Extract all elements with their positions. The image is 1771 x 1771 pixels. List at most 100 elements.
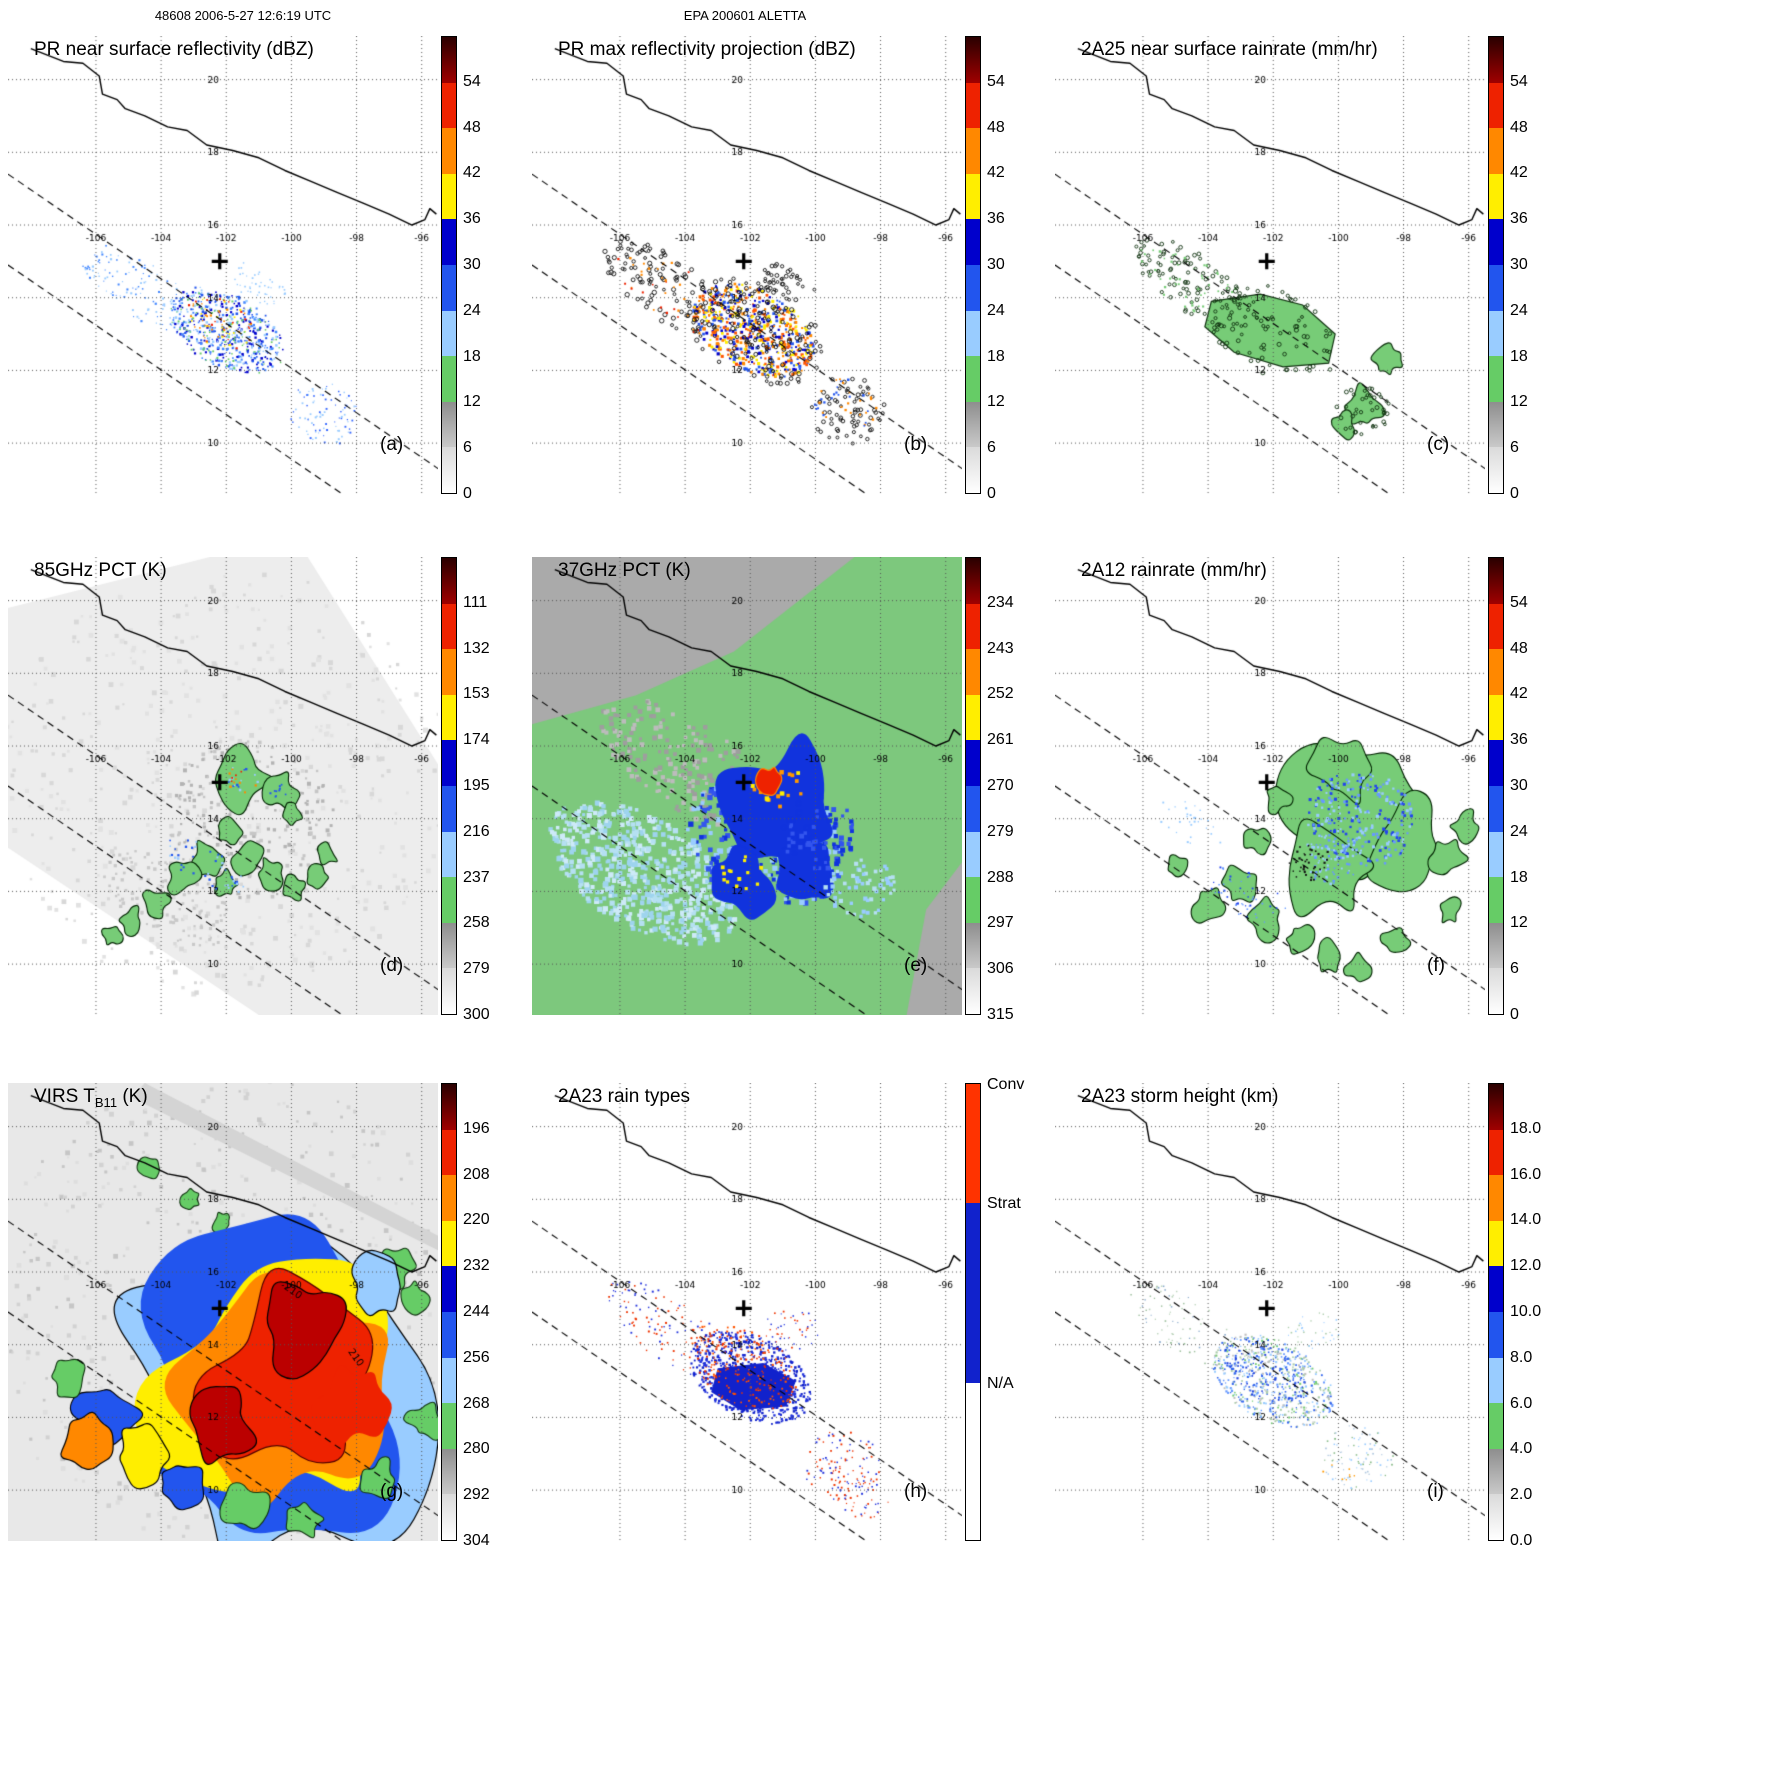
colorbar-tick-c-3: 36 bbox=[1510, 210, 1528, 228]
colorbar-segment bbox=[966, 603, 980, 650]
title-text: VIRS T bbox=[34, 1086, 95, 1107]
colorbar-tick-c-5: 24 bbox=[1510, 301, 1528, 319]
colorbar-tick-i-2: 14.0 bbox=[1510, 1211, 1542, 1229]
colorbar-tick-e-9: 315 bbox=[987, 1006, 1014, 1023]
panel-f: 2A12 rainrate (mm/hr) (f) 54 48 42 36 30 24 18 12… bbox=[1055, 557, 1567, 1039]
colorbar-segment bbox=[1489, 1129, 1503, 1176]
colorbar-segment bbox=[442, 37, 456, 83]
colorbar-tick-f-1: 48 bbox=[1510, 639, 1528, 657]
panel-h: 2A23 rain types (h) Conv Strat N/A bbox=[532, 1076, 1044, 1565]
colorbar-tick-c-0: 54 bbox=[1510, 72, 1528, 90]
colorbar-segment bbox=[442, 310, 456, 357]
colorbar-segment-na bbox=[966, 1382, 980, 1540]
colorbar-tick-b-8: 6 bbox=[987, 439, 996, 457]
colorbar-segment bbox=[442, 173, 456, 220]
colorbar-segment bbox=[1489, 694, 1503, 741]
colorbar-tick-a-6: 18 bbox=[463, 347, 481, 365]
map-canvas-b bbox=[532, 36, 962, 494]
colorbar-tick-e-3: 261 bbox=[987, 731, 1014, 749]
colorbar-tick-b-7: 12 bbox=[987, 393, 1005, 411]
colorbar-tick-e-4: 270 bbox=[987, 777, 1014, 794]
colorbar-tick-g-4: 244 bbox=[463, 1303, 490, 1320]
panel-letter-a: (a) bbox=[380, 434, 404, 455]
panel-b: PR max reflectivity projection (dBZ) (b) 5… bbox=[532, 36, 1044, 518]
colorbar-tick-c-9: 0 bbox=[1510, 485, 1519, 502]
colorbar-tick-b-5: 24 bbox=[987, 301, 1005, 319]
colorbar-segment bbox=[1489, 37, 1503, 83]
colorbar-segment bbox=[1489, 264, 1503, 311]
colorbar-f bbox=[1488, 557, 1504, 1015]
colorbar-tick-e-5: 279 bbox=[987, 822, 1014, 840]
panel-title-c: 2A25 near surface rainrate (mm/hr) bbox=[1081, 39, 1378, 60]
colorbar-segment bbox=[966, 785, 980, 832]
colorbar-tick-a-8: 6 bbox=[463, 439, 472, 457]
colorbar-segment bbox=[966, 968, 980, 1014]
colorbar-tick-f-3: 36 bbox=[1510, 731, 1528, 749]
colorbar-segment bbox=[966, 401, 980, 448]
panel-title-g: VIRS TB11 (K) bbox=[34, 1086, 148, 1110]
colorbar-tick-d-1: 132 bbox=[463, 639, 490, 657]
colorbar-tick-b-2: 42 bbox=[987, 164, 1005, 182]
title-text: (K) bbox=[117, 1086, 148, 1107]
map-canvas-h bbox=[532, 1083, 962, 1541]
colorbar-tick-f-2: 42 bbox=[1510, 685, 1528, 703]
colorbar-segment bbox=[442, 1084, 456, 1130]
panel-a: PR near surface reflectivity (dBZ) (a) 54 4… bbox=[8, 36, 520, 518]
colorbar-segment bbox=[966, 447, 980, 493]
colorbar-segment-strat bbox=[966, 1202, 980, 1383]
colorbar-tick-d-6: 237 bbox=[463, 868, 490, 886]
colorbar-tick-f-8: 6 bbox=[1510, 960, 1519, 978]
panel-letter-e: (e) bbox=[904, 955, 928, 976]
colorbar-segment bbox=[1489, 401, 1503, 448]
colorbar-segment bbox=[442, 1266, 456, 1312]
colorbar-tick-f-5: 24 bbox=[1510, 822, 1528, 840]
colorbar-tick-i-9: 0.0 bbox=[1510, 1532, 1533, 1549]
colorbar-tick-g-3: 232 bbox=[463, 1257, 490, 1275]
panel-title-a: PR near surface reflectivity (dBZ) bbox=[34, 39, 314, 60]
colorbar-segment bbox=[1489, 558, 1503, 604]
colorbar-i bbox=[1488, 1083, 1504, 1541]
colorbar-segment bbox=[1489, 1311, 1503, 1358]
colorbar-segment bbox=[1489, 603, 1503, 650]
colorbar-tick-a-7: 12 bbox=[463, 393, 481, 411]
colorbar-tick-i-7: 4.0 bbox=[1510, 1440, 1533, 1458]
colorbar-tick-e-0: 234 bbox=[987, 593, 1014, 611]
colorbar-segment bbox=[442, 1403, 456, 1449]
colorbar-segment bbox=[1489, 1220, 1503, 1267]
colorbar-segment bbox=[442, 128, 456, 174]
panel-title-i: 2A23 storm height (km) bbox=[1081, 1086, 1279, 1107]
colorbar-tick-a-4: 30 bbox=[463, 256, 481, 273]
colorbar-segment bbox=[966, 82, 980, 129]
colorbar-segment bbox=[1489, 82, 1503, 129]
colorbar-tick-c-1: 48 bbox=[1510, 118, 1528, 136]
colorbar-tick-e-7: 297 bbox=[987, 914, 1014, 932]
panel-letter-d: (d) bbox=[380, 955, 404, 976]
title-subscript: B11 bbox=[94, 1094, 118, 1110]
header-orbit-timestamp: 48608 2006-5-27 12:6:19 UTC bbox=[154, 8, 332, 23]
colorbar-segment bbox=[966, 877, 980, 923]
colorbar-segment bbox=[442, 558, 456, 604]
colorbar-segment-conv bbox=[966, 1084, 980, 1203]
colorbar-segment bbox=[442, 1448, 456, 1495]
panel-title-h: 2A23 rain types bbox=[558, 1086, 691, 1107]
colorbar-segment bbox=[966, 219, 980, 265]
panel-title-d: 85GHz PCT (K) bbox=[34, 560, 167, 581]
colorbar-segment bbox=[442, 785, 456, 832]
colorbar-tick-a-5: 24 bbox=[463, 301, 481, 319]
colorbar-segment bbox=[1489, 649, 1503, 695]
colorbar-segment bbox=[442, 1220, 456, 1267]
colorbar-tick-f-7: 12 bbox=[1510, 914, 1528, 932]
panel-letter-h: (h) bbox=[904, 1481, 928, 1502]
colorbar-segment bbox=[966, 173, 980, 220]
colorbar-segment bbox=[1489, 356, 1503, 402]
panel-letter-c: (c) bbox=[1427, 434, 1450, 455]
colorbar-tick-d-5: 216 bbox=[463, 822, 490, 840]
colorbar-tick-i-0: 18.0 bbox=[1510, 1119, 1542, 1137]
colorbar-tick-e-1: 243 bbox=[987, 639, 1014, 657]
colorbar-tick-b-3: 36 bbox=[987, 210, 1005, 228]
colorbar-tick-d-3: 174 bbox=[463, 731, 490, 749]
map-canvas-d bbox=[8, 557, 438, 1015]
colorbar-tick-d-2: 153 bbox=[463, 685, 490, 703]
colorbar-segment bbox=[966, 649, 980, 695]
